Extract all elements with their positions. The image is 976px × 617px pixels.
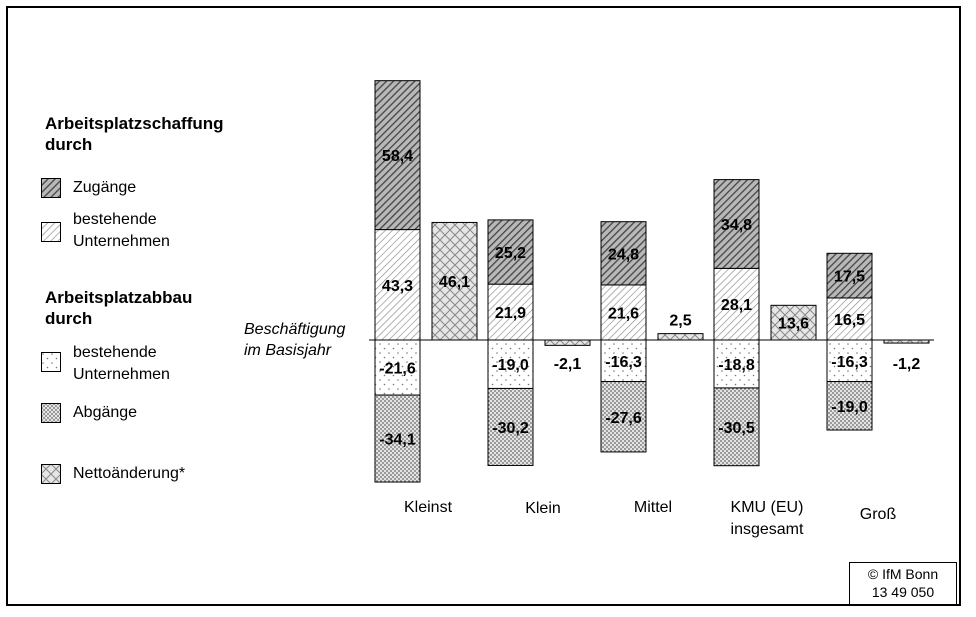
bar-zugaenge-mittel — [600, 221, 647, 286]
bar-abgaenge-kmu — [713, 387, 760, 467]
value-label-existing-creation-kmu: 28,1 — [721, 297, 752, 314]
bar-zugaenge-kmu — [713, 179, 760, 269]
value-label-abgaenge-gross: -19,0 — [831, 399, 868, 416]
credit-line1: © IfM Bonn — [867, 566, 939, 582]
category-label-klein: Klein — [483, 498, 603, 520]
bar-zugaenge-kleinst — [374, 80, 421, 231]
value-label-existing-reduction-gross: -16,3 — [831, 354, 868, 371]
category-label-mittel: Mittel — [593, 497, 713, 519]
legend-swatch-netto — [41, 464, 61, 484]
value-label-zugaenge-kmu: 34,8 — [721, 217, 752, 234]
value-label-existing-creation-gross: 16,5 — [834, 312, 865, 329]
value-label-abgaenge-kleinst: -34,1 — [379, 432, 416, 449]
legend-heading-creation: Arbeitsplatzschaffung durch — [45, 113, 224, 155]
value-label-netto-mittel: 2,5 — [669, 313, 691, 330]
legend-label-existing-reduction: bestehende Unternehmen — [73, 342, 170, 386]
value-label-existing-creation-klein: 21,9 — [495, 305, 526, 322]
bar-existing-creation-klein — [487, 283, 534, 341]
legend-heading-reduction-line1: Arbeitsplatzabbau — [45, 288, 193, 307]
bar-existing-reduction-mittel — [600, 339, 647, 383]
bar-abgaenge-klein — [487, 387, 534, 466]
legend-label-netto: Nettoänderung* — [73, 465, 186, 482]
legend-label-existing-creation: bestehende Unternehmen — [73, 209, 170, 253]
legend-swatch-zugaenge — [41, 178, 61, 198]
category-label-kleinst-line1: Kleinst — [403, 499, 453, 516]
category-label-kmu-line1: KMU (EU) — [730, 499, 804, 516]
bar-existing-reduction-gross — [826, 339, 873, 383]
credit-line2: 13 49 050 — [871, 584, 935, 600]
bar-existing-creation-kmu — [713, 267, 760, 341]
value-label-layer: 58,4 43,3 -21,6 -34,1 46,1 25,2 21,9 -19,0 -30,2… — [379, 148, 920, 448]
category-label-klein-line1: Klein — [525, 500, 561, 517]
legend-heading-creation-line1: Arbeitsplatzschaffung — [45, 114, 224, 133]
bar-zugaenge-gross — [826, 252, 873, 299]
category-label-mittel-line1: Mittel — [633, 499, 673, 516]
value-label-zugaenge-mittel: 24,8 — [608, 246, 639, 263]
category-label-gross: Groß — [818, 504, 938, 526]
legend-heading-reduction: Arbeitsplatzabbau durch — [45, 287, 192, 329]
category-label-gross-line1: Groß — [859, 506, 897, 523]
bar-netto-kmu — [770, 304, 817, 341]
credit-box: © IfM Bonn 13 49 050 — [849, 562, 957, 605]
bar-abgaenge-gross — [826, 381, 873, 431]
value-label-abgaenge-mittel: -27,6 — [605, 410, 642, 427]
legend-swatch-abgaenge — [41, 403, 61, 423]
chart-frame — [6, 6, 961, 606]
bar-existing-reduction-klein — [487, 339, 534, 389]
value-label-abgaenge-klein: -30,2 — [492, 420, 529, 437]
baseline-label-line2: im Basisjahr — [244, 342, 332, 359]
value-label-existing-reduction-kleinst: -21,6 — [379, 361, 416, 378]
value-label-zugaenge-gross: 17,5 — [834, 269, 865, 286]
legend-label-existing-creation-line2: Unternehmen — [73, 233, 170, 250]
value-label-zugaenge-klein: 25,2 — [495, 245, 526, 262]
baseline-label: Beschäftigung im Basisjahr — [244, 319, 345, 361]
value-label-netto-klein: -2,1 — [554, 356, 582, 373]
category-label-kleinst: Kleinst — [368, 497, 488, 519]
bar-layer — [369, 80, 934, 483]
bar-netto-mittel — [657, 333, 704, 341]
legend-heading-creation-line2: durch — [45, 135, 93, 154]
category-label-kmu-line2: insgesamt — [730, 521, 804, 538]
legend-heading-reduction-line2: durch — [45, 309, 93, 328]
bar-netto-kleinst — [431, 221, 478, 341]
legend-swatch-existing-reduction — [41, 352, 61, 372]
value-label-netto-kmu: 13,6 — [778, 316, 809, 333]
bar-netto-gross — [883, 339, 930, 344]
value-label-netto-kleinst: 46,1 — [439, 274, 470, 291]
legend-label-existing-reduction-line1: bestehende — [73, 344, 157, 361]
legend-label-existing-reduction-line2: Unternehmen — [73, 366, 170, 383]
bar-existing-reduction-kmu — [713, 339, 760, 389]
legend-swatch-existing-creation — [41, 222, 61, 242]
bar-abgaenge-mittel — [600, 381, 647, 453]
value-label-existing-reduction-mittel: -16,3 — [605, 354, 642, 371]
bar-zugaenge-klein — [487, 219, 534, 285]
value-label-existing-creation-kleinst: 43,3 — [382, 278, 413, 295]
value-label-netto-gross: -1,2 — [893, 356, 921, 373]
bar-netto-klein — [544, 339, 591, 346]
legend-label-abgaenge: Abgänge — [73, 404, 138, 421]
bar-existing-reduction-kleinst — [374, 339, 421, 396]
category-label-kmu: KMU (EU) insgesamt — [707, 497, 827, 541]
legend-label-existing-creation-line1: bestehende — [73, 211, 157, 228]
value-label-abgaenge-kmu: -30,5 — [718, 420, 755, 437]
value-label-zugaenge-kleinst: 58,4 — [382, 148, 413, 165]
bar-abgaenge-kleinst — [374, 394, 421, 483]
value-label-existing-creation-mittel: 21,6 — [608, 305, 639, 322]
legend-label-zugaenge: Zugänge — [73, 179, 137, 196]
bar-existing-creation-kleinst — [374, 229, 421, 341]
value-label-existing-reduction-kmu: -18,8 — [718, 357, 755, 374]
baseline-label-line1: Beschäftigung — [244, 321, 346, 338]
value-label-existing-reduction-klein: -19,0 — [492, 357, 529, 374]
